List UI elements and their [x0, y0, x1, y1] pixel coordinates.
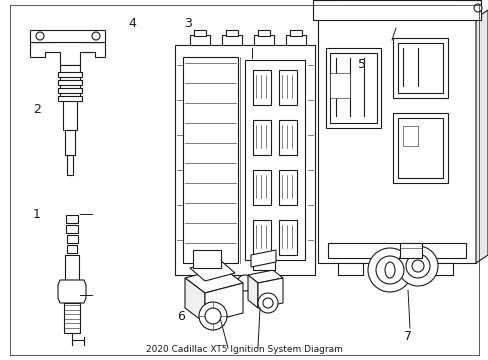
Circle shape — [473, 4, 481, 12]
Text: 2020 Cadillac XT5 Ignition System Diagram: 2020 Cadillac XT5 Ignition System Diagra… — [146, 346, 342, 355]
Circle shape — [375, 256, 403, 284]
Bar — [58, 96, 82, 101]
Bar — [382, 263, 407, 275]
Circle shape — [367, 248, 411, 292]
Bar — [252, 70, 270, 105]
Circle shape — [199, 302, 226, 330]
Bar — [279, 120, 296, 155]
Bar — [252, 120, 270, 155]
Bar — [65, 255, 79, 280]
Bar — [65, 130, 75, 155]
Bar — [327, 243, 465, 258]
Bar — [193, 250, 221, 268]
Bar — [337, 263, 362, 275]
Text: 1: 1 — [33, 208, 41, 221]
Bar — [252, 220, 270, 255]
Bar — [225, 30, 238, 36]
Text: 3: 3 — [184, 17, 192, 30]
Circle shape — [204, 308, 221, 324]
Bar — [325, 48, 380, 128]
Bar — [397, 43, 442, 93]
Polygon shape — [30, 35, 52, 42]
Bar — [67, 245, 77, 253]
Circle shape — [411, 260, 423, 272]
Text: 4: 4 — [128, 17, 136, 30]
Circle shape — [263, 298, 272, 308]
Bar — [58, 80, 82, 85]
Polygon shape — [85, 35, 105, 42]
Bar — [175, 45, 314, 275]
Polygon shape — [204, 283, 243, 323]
Circle shape — [397, 246, 437, 286]
Bar — [66, 235, 77, 243]
Bar — [58, 88, 82, 93]
Polygon shape — [258, 278, 283, 308]
Bar — [289, 30, 302, 36]
Polygon shape — [30, 42, 105, 65]
Text: 6: 6 — [177, 310, 184, 323]
Bar — [279, 70, 296, 105]
Polygon shape — [184, 268, 243, 293]
Bar — [253, 35, 273, 45]
Bar — [402, 126, 417, 146]
Bar — [427, 263, 452, 275]
Bar — [258, 30, 269, 36]
Polygon shape — [58, 280, 86, 303]
Text: 2: 2 — [33, 103, 41, 116]
Bar — [66, 215, 78, 223]
Polygon shape — [184, 278, 204, 323]
Text: 5: 5 — [357, 58, 365, 71]
Bar — [63, 100, 77, 130]
Bar — [252, 170, 270, 205]
Circle shape — [258, 293, 278, 313]
Polygon shape — [190, 260, 235, 281]
Bar — [279, 170, 296, 205]
Bar — [252, 255, 274, 270]
Bar — [312, 0, 480, 20]
Ellipse shape — [384, 262, 394, 278]
Bar — [58, 72, 82, 77]
Polygon shape — [250, 250, 275, 267]
Bar — [397, 118, 442, 178]
Bar — [285, 35, 305, 45]
Bar — [392, 113, 447, 183]
Circle shape — [237, 275, 252, 291]
Bar — [66, 225, 78, 233]
Bar — [279, 220, 296, 255]
Bar — [30, 30, 105, 42]
Circle shape — [92, 32, 100, 40]
Bar — [183, 57, 238, 263]
Circle shape — [405, 254, 429, 278]
Bar — [190, 35, 209, 45]
Bar — [67, 155, 73, 175]
Bar — [64, 303, 80, 333]
Bar — [399, 243, 421, 258]
Bar — [329, 73, 349, 98]
Polygon shape — [247, 270, 283, 283]
Bar — [60, 65, 80, 100]
Bar — [194, 30, 205, 36]
Bar — [222, 35, 242, 45]
Bar — [329, 53, 376, 123]
Circle shape — [36, 32, 44, 40]
Polygon shape — [247, 275, 258, 308]
Bar — [244, 60, 305, 260]
Polygon shape — [475, 10, 487, 263]
Bar — [392, 38, 447, 98]
Text: 7: 7 — [404, 330, 411, 343]
Bar — [317, 18, 475, 263]
